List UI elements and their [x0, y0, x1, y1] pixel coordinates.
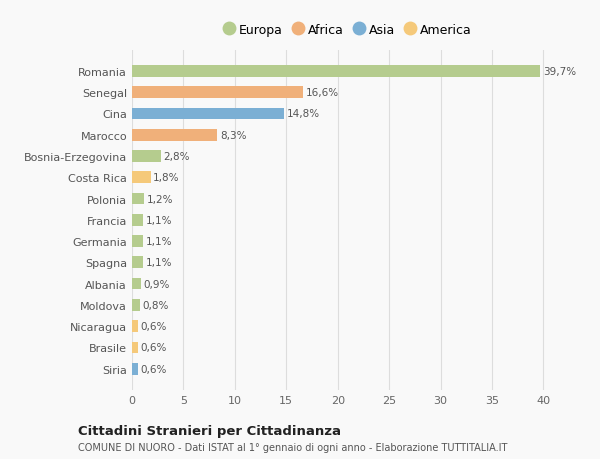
- Text: 0,8%: 0,8%: [143, 300, 169, 310]
- Bar: [132, 320, 138, 332]
- Bar: [132, 278, 141, 290]
- Text: 1,8%: 1,8%: [153, 173, 179, 183]
- Bar: [132, 108, 284, 120]
- Bar: [132, 87, 303, 99]
- Bar: [132, 129, 217, 141]
- Text: 0,6%: 0,6%: [141, 343, 167, 353]
- Bar: [132, 66, 541, 78]
- Text: 16,6%: 16,6%: [305, 88, 338, 98]
- Bar: [132, 151, 161, 162]
- Bar: [132, 363, 138, 375]
- Bar: [132, 193, 145, 205]
- Text: 1,1%: 1,1%: [146, 258, 172, 268]
- Text: 1,1%: 1,1%: [146, 236, 172, 246]
- Legend: Europa, Africa, Asia, America: Europa, Africa, Asia, America: [219, 19, 477, 42]
- Text: 1,2%: 1,2%: [147, 194, 173, 204]
- Text: Cittadini Stranieri per Cittadinanza: Cittadini Stranieri per Cittadinanza: [78, 425, 341, 437]
- Bar: [132, 172, 151, 184]
- Bar: [132, 342, 138, 353]
- Text: COMUNE DI NUORO - Dati ISTAT al 1° gennaio di ogni anno - Elaborazione TUTTITALI: COMUNE DI NUORO - Dati ISTAT al 1° genna…: [78, 442, 508, 452]
- Bar: [132, 299, 140, 311]
- Text: 1,1%: 1,1%: [146, 215, 172, 225]
- Text: 14,8%: 14,8%: [287, 109, 320, 119]
- Bar: [132, 214, 143, 226]
- Text: 0,6%: 0,6%: [141, 364, 167, 374]
- Bar: [132, 236, 143, 247]
- Text: 2,8%: 2,8%: [163, 151, 190, 162]
- Text: 39,7%: 39,7%: [543, 67, 576, 77]
- Text: 0,9%: 0,9%: [144, 279, 170, 289]
- Bar: [132, 257, 143, 269]
- Text: 0,6%: 0,6%: [141, 321, 167, 331]
- Text: 8,3%: 8,3%: [220, 130, 247, 140]
